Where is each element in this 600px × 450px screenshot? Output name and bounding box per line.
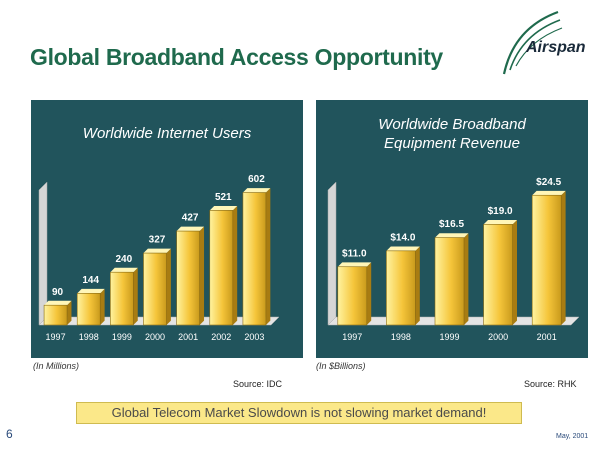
internet-users-category-label: 2003	[244, 332, 264, 342]
chart-title-internet-users: Worldwide Internet Users	[82, 125, 252, 142]
internet-users-value-label: 521	[215, 192, 232, 203]
logo-text: Airspan	[525, 39, 586, 56]
equipment-revenue-bar-top	[532, 190, 566, 196]
chart-panel-internet-users: Worldwide Internet Users 90 1997 144 1998 24…	[31, 100, 303, 358]
internet-users-bar-top	[143, 248, 171, 254]
internet-users-bar-side	[232, 205, 238, 325]
internet-users-bar-side	[67, 300, 72, 325]
equipment-revenue-bar-side	[464, 233, 469, 325]
equipment-revenue-bar	[483, 224, 513, 326]
equipment-revenue-value-label: $19.0	[488, 206, 513, 217]
airspan-logo: Airspan	[502, 10, 586, 75]
chart-title-line-1: Worldwide Broadband	[378, 116, 526, 133]
internet-users-bar-top	[209, 205, 238, 211]
internet-users-value-label: 327	[149, 235, 166, 246]
date-label: May, 2001	[556, 433, 589, 440]
internet-users-value-label: 90	[52, 287, 64, 298]
internet-users-category-label: 1998	[79, 332, 99, 342]
internet-users-category-label: 1997	[46, 332, 66, 342]
source-rhk: Source: RHK	[524, 379, 577, 389]
equipment-revenue-category-label: 1997	[342, 332, 362, 342]
equipment-revenue-bar-top	[435, 233, 469, 238]
equipment-revenue-bar	[386, 250, 416, 326]
internet-users-bar-top	[176, 226, 205, 232]
equipment-revenue-value-label: $16.5	[439, 219, 464, 230]
internet-users-bar	[209, 210, 234, 326]
unit-note-billions: (In $Billions)	[316, 361, 366, 371]
internet-users-category-label: 2000	[145, 332, 165, 342]
chart-equipment-revenue: $11.0 1997 $14.0 1998 $16.5 1999 $19.0 2000 $24.…	[327, 177, 580, 342]
equipment-revenue-value-label: $14.0	[390, 232, 415, 243]
equipment-revenue-bar-top	[483, 219, 517, 225]
internet-users-bar-side	[265, 188, 271, 325]
equipment-revenue-bar-side	[561, 190, 566, 325]
internet-users-bar	[43, 304, 68, 326]
internet-users-bar-side	[166, 248, 171, 325]
internet-users-category-label: 2002	[211, 332, 231, 342]
equipment-revenue-category-label: 1998	[391, 332, 411, 342]
equipment-revenue-bar-top	[337, 262, 372, 267]
internet-users-bar-side	[133, 267, 138, 325]
equipment-revenue-bar-top	[386, 246, 420, 251]
equipment-revenue-wall	[327, 181, 337, 326]
equipment-revenue-value-label: $11.0	[342, 248, 367, 259]
internet-users-bar	[242, 192, 267, 326]
chart-internet-users: 90 1997 144 1998 240 1999 327 2000 427 2001 521 200…	[38, 174, 280, 342]
source-idc: Source: IDC	[233, 379, 283, 389]
equipment-revenue-bar	[337, 266, 368, 326]
internet-users-value-label: 427	[182, 213, 199, 224]
slide-title: Global Broadband Access Opportunity	[30, 44, 443, 70]
equipment-revenue-bar-side	[512, 219, 517, 325]
internet-users-category-label: 2001	[178, 332, 198, 342]
internet-users-bar	[76, 293, 101, 326]
equipment-revenue-value-label: $24.5	[536, 177, 561, 188]
equipment-revenue-bar-side	[415, 246, 420, 325]
internet-users-bar-top	[44, 300, 72, 306]
equipment-revenue-category-label: 2000	[488, 332, 508, 342]
internet-users-bar-side	[199, 226, 205, 325]
page-number: 6	[6, 427, 13, 441]
market-demand-banner: Global Telecom Market Slowdown is not sl…	[76, 402, 522, 424]
unit-note-millions: (In Millions)	[33, 361, 80, 371]
internet-users-bar	[143, 252, 167, 326]
internet-users-value-label: 240	[116, 254, 133, 265]
equipment-revenue-category-label: 2001	[537, 332, 557, 342]
equipment-revenue-category-label: 1999	[439, 332, 459, 342]
equipment-revenue-bar	[434, 237, 465, 326]
internet-users-value-label: 602	[248, 174, 265, 185]
chart-panel-equipment-revenue: Worldwide Broadband Equipment Revenue $1…	[316, 100, 588, 358]
equipment-revenue-bar-side	[366, 262, 372, 325]
internet-users-value-label: 144	[82, 275, 99, 286]
internet-users-category-label: 1999	[112, 332, 132, 342]
internet-users-bar	[176, 230, 200, 326]
chart-title-line-2: Equipment Revenue	[384, 135, 520, 152]
internet-users-bar-top	[242, 188, 271, 193]
internet-users-bar	[110, 271, 134, 326]
chart-title-equipment-revenue: Worldwide Broadband Equipment Revenue	[316, 115, 588, 153]
internet-users-bar-side	[100, 288, 105, 325]
equipment-revenue-bar	[531, 194, 562, 326]
internet-users-bar-top	[77, 288, 105, 294]
internet-users-bar-top	[110, 267, 138, 273]
